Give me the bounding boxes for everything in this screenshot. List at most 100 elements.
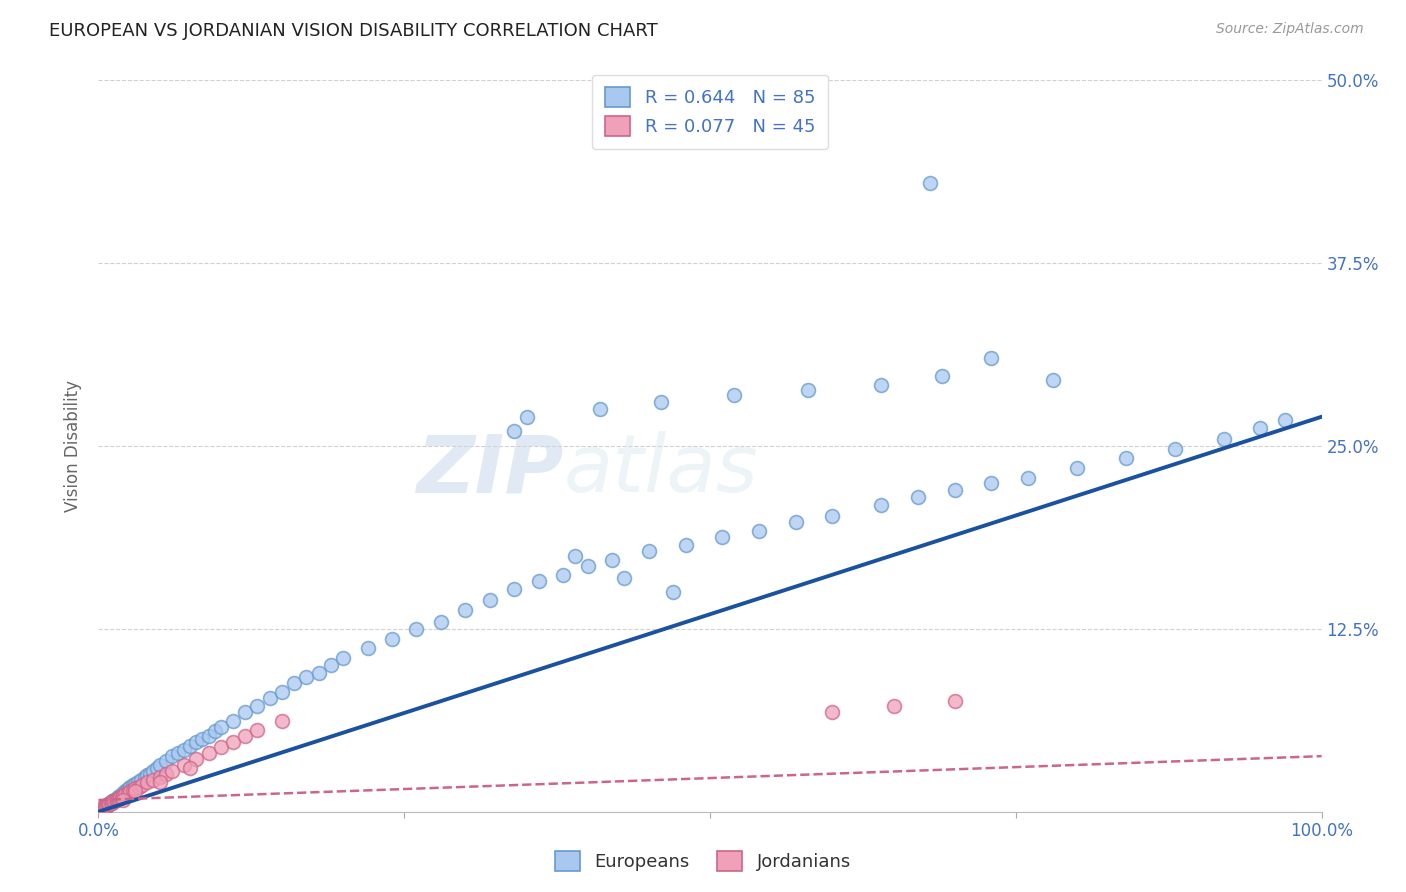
Point bbox=[270, 714, 294, 728]
Point bbox=[149, 758, 172, 772]
Point bbox=[613, 571, 636, 585]
Point bbox=[108, 790, 131, 805]
Point bbox=[146, 761, 169, 775]
Point bbox=[785, 515, 807, 529]
Point bbox=[108, 791, 131, 805]
Point bbox=[589, 402, 612, 417]
Point bbox=[98, 797, 121, 812]
Point bbox=[675, 539, 697, 553]
Point bbox=[93, 800, 115, 814]
Legend: Europeans, Jordanians: Europeans, Jordanians bbox=[548, 844, 858, 879]
Point bbox=[129, 772, 152, 787]
Point bbox=[943, 693, 966, 707]
Point bbox=[97, 797, 120, 812]
Point bbox=[124, 784, 146, 798]
Point bbox=[600, 553, 623, 567]
Point bbox=[155, 754, 177, 768]
Point bbox=[332, 651, 354, 665]
Point bbox=[105, 793, 128, 807]
Point bbox=[124, 777, 146, 791]
Point bbox=[920, 176, 942, 190]
Point bbox=[167, 746, 190, 760]
Point bbox=[478, 592, 501, 607]
Point bbox=[503, 582, 526, 597]
Point bbox=[204, 724, 226, 739]
Point bbox=[186, 752, 208, 766]
Point bbox=[233, 705, 256, 719]
Point bbox=[246, 723, 269, 737]
Point bbox=[405, 622, 427, 636]
Point bbox=[136, 768, 159, 782]
Point bbox=[233, 729, 256, 743]
Point bbox=[259, 690, 281, 705]
Point bbox=[111, 789, 134, 803]
Point bbox=[650, 395, 672, 409]
Point bbox=[149, 775, 172, 789]
Point bbox=[179, 739, 201, 753]
Point bbox=[1274, 412, 1296, 426]
Point bbox=[1066, 461, 1088, 475]
Point bbox=[160, 764, 183, 778]
Point bbox=[870, 498, 893, 512]
Point bbox=[91, 800, 114, 814]
Text: atlas: atlas bbox=[564, 432, 758, 509]
Point bbox=[121, 778, 143, 792]
Point bbox=[222, 734, 245, 748]
Point bbox=[748, 524, 770, 538]
Point bbox=[104, 793, 127, 807]
Point bbox=[980, 475, 1002, 490]
Point bbox=[94, 798, 117, 813]
Point bbox=[943, 483, 966, 497]
Point bbox=[173, 743, 195, 757]
Point bbox=[155, 766, 177, 780]
Point bbox=[114, 784, 136, 798]
Point bbox=[356, 640, 378, 655]
Point bbox=[246, 699, 269, 714]
Text: EUROPEAN VS JORDANIAN VISION DISABILITY CORRELATION CHART: EUROPEAN VS JORDANIAN VISION DISABILITY … bbox=[49, 22, 658, 40]
Point bbox=[160, 749, 183, 764]
Point bbox=[283, 676, 305, 690]
Point bbox=[711, 530, 734, 544]
Point bbox=[110, 790, 132, 805]
Point bbox=[101, 795, 124, 809]
Point bbox=[100, 796, 122, 810]
Point bbox=[821, 705, 844, 719]
Point bbox=[107, 790, 129, 805]
Text: Source: ZipAtlas.com: Source: ZipAtlas.com bbox=[1216, 22, 1364, 37]
Point bbox=[98, 797, 121, 812]
Point bbox=[931, 368, 953, 383]
Point bbox=[112, 786, 135, 800]
Point bbox=[179, 761, 201, 775]
Point bbox=[186, 734, 208, 748]
Point bbox=[110, 789, 132, 803]
Point bbox=[91, 802, 114, 816]
Point bbox=[100, 796, 122, 810]
Point bbox=[118, 781, 141, 796]
Point bbox=[121, 782, 143, 797]
Point bbox=[173, 758, 195, 772]
Point bbox=[197, 746, 219, 760]
Legend: R = 0.644   N = 85, R = 0.077   N = 45: R = 0.644 N = 85, R = 0.077 N = 45 bbox=[592, 75, 828, 149]
Point bbox=[142, 772, 165, 787]
Point bbox=[637, 544, 661, 558]
Point bbox=[222, 714, 245, 728]
Point bbox=[564, 549, 586, 563]
Point bbox=[127, 775, 149, 789]
Y-axis label: Vision Disability: Vision Disability bbox=[65, 380, 83, 512]
Point bbox=[107, 791, 129, 805]
Point bbox=[115, 782, 138, 797]
Point bbox=[1164, 442, 1187, 456]
Point bbox=[723, 388, 745, 402]
Point bbox=[120, 780, 142, 794]
Point bbox=[103, 795, 125, 809]
Point bbox=[114, 787, 136, 801]
Point bbox=[503, 425, 526, 439]
Point bbox=[1115, 450, 1137, 465]
Point bbox=[134, 770, 156, 784]
Point bbox=[136, 775, 159, 789]
Point bbox=[120, 784, 142, 798]
Point bbox=[111, 790, 134, 805]
Point bbox=[1249, 421, 1271, 435]
Point bbox=[209, 720, 232, 734]
Point bbox=[197, 729, 219, 743]
